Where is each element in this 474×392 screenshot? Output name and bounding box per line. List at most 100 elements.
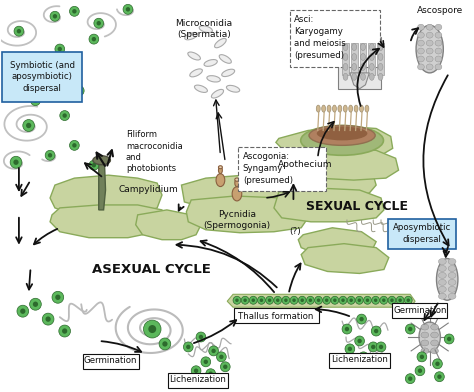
Ellipse shape — [194, 85, 208, 93]
Circle shape — [53, 14, 57, 18]
Bar — [351, 43, 358, 75]
Ellipse shape — [317, 127, 367, 140]
Ellipse shape — [438, 259, 446, 265]
Ellipse shape — [448, 265, 456, 272]
Text: Lichenization: Lichenization — [331, 355, 388, 364]
Circle shape — [47, 64, 57, 74]
FancyBboxPatch shape — [392, 303, 447, 318]
Circle shape — [50, 67, 54, 71]
Ellipse shape — [369, 54, 374, 60]
Ellipse shape — [431, 348, 438, 354]
Ellipse shape — [369, 64, 374, 71]
Ellipse shape — [349, 105, 353, 112]
Ellipse shape — [421, 324, 428, 330]
Ellipse shape — [418, 24, 424, 30]
Ellipse shape — [365, 105, 369, 112]
Circle shape — [290, 296, 298, 304]
Ellipse shape — [354, 105, 358, 112]
Circle shape — [398, 298, 402, 302]
Polygon shape — [227, 294, 415, 307]
Ellipse shape — [438, 286, 446, 292]
Circle shape — [292, 298, 296, 302]
Circle shape — [408, 327, 412, 331]
Ellipse shape — [418, 64, 424, 70]
Circle shape — [223, 365, 228, 369]
Ellipse shape — [378, 54, 383, 60]
Ellipse shape — [426, 24, 433, 30]
Circle shape — [252, 298, 255, 302]
Circle shape — [404, 296, 412, 304]
Circle shape — [159, 338, 171, 350]
Circle shape — [209, 346, 219, 356]
Circle shape — [349, 298, 353, 302]
Circle shape — [333, 298, 337, 302]
Polygon shape — [276, 127, 392, 158]
Circle shape — [356, 296, 363, 304]
Ellipse shape — [426, 56, 433, 62]
Circle shape — [390, 298, 394, 302]
Polygon shape — [282, 148, 399, 180]
Circle shape — [307, 296, 314, 304]
Ellipse shape — [352, 54, 356, 60]
Ellipse shape — [219, 54, 231, 63]
Ellipse shape — [416, 25, 443, 73]
Polygon shape — [350, 73, 369, 89]
Ellipse shape — [204, 60, 217, 66]
Circle shape — [23, 120, 35, 131]
Circle shape — [26, 123, 31, 128]
Ellipse shape — [316, 105, 320, 112]
Circle shape — [162, 341, 167, 347]
Polygon shape — [182, 175, 298, 210]
Circle shape — [382, 298, 385, 302]
Ellipse shape — [437, 259, 458, 300]
Circle shape — [257, 296, 265, 304]
Circle shape — [183, 342, 193, 352]
Circle shape — [405, 374, 415, 384]
Circle shape — [74, 86, 84, 96]
FancyBboxPatch shape — [329, 353, 390, 368]
Circle shape — [301, 298, 304, 302]
Circle shape — [249, 296, 257, 304]
Circle shape — [323, 296, 330, 304]
Ellipse shape — [219, 166, 222, 169]
Circle shape — [62, 328, 67, 334]
Polygon shape — [50, 175, 162, 218]
Ellipse shape — [378, 44, 383, 51]
Circle shape — [72, 9, 77, 14]
Circle shape — [357, 298, 361, 302]
Circle shape — [374, 329, 378, 333]
Ellipse shape — [352, 73, 356, 80]
Circle shape — [17, 305, 28, 317]
Circle shape — [260, 298, 263, 302]
Circle shape — [89, 160, 99, 170]
Ellipse shape — [448, 259, 456, 265]
Ellipse shape — [211, 89, 224, 98]
Circle shape — [418, 368, 422, 373]
Polygon shape — [186, 196, 308, 233]
Circle shape — [437, 374, 442, 379]
Polygon shape — [266, 165, 376, 198]
Circle shape — [55, 44, 64, 54]
Circle shape — [10, 156, 22, 168]
Circle shape — [435, 372, 444, 382]
Ellipse shape — [369, 44, 374, 51]
Text: Filiform
macroconidia
and
photobionts: Filiform macroconidia and photobionts — [126, 131, 183, 173]
Circle shape — [209, 372, 213, 376]
Circle shape — [20, 309, 26, 314]
Circle shape — [148, 325, 156, 333]
Circle shape — [371, 326, 381, 336]
Bar — [368, 43, 375, 75]
Circle shape — [345, 344, 355, 354]
Text: Microconidia
(Spermatia): Microconidia (Spermatia) — [175, 19, 232, 39]
Ellipse shape — [448, 279, 456, 285]
Circle shape — [419, 355, 424, 359]
Ellipse shape — [222, 69, 235, 76]
Circle shape — [388, 296, 396, 304]
Text: Thallus formation: Thallus formation — [238, 312, 314, 321]
Circle shape — [42, 313, 54, 325]
Ellipse shape — [338, 105, 342, 112]
Ellipse shape — [435, 56, 442, 62]
Ellipse shape — [426, 64, 433, 70]
Circle shape — [266, 296, 273, 304]
Text: Apothecium: Apothecium — [278, 160, 332, 169]
